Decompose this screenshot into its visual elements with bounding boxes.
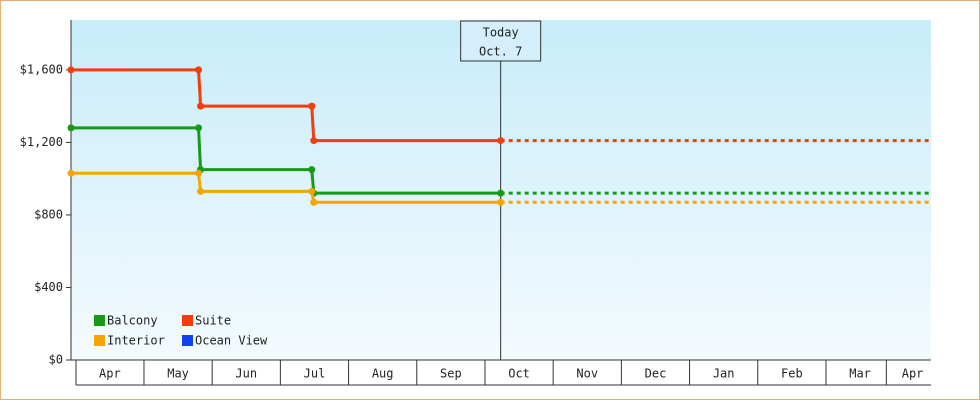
legend-swatch: [182, 335, 193, 346]
y-tick-label: $1,600: [20, 62, 63, 76]
point: [67, 124, 75, 132]
point: [497, 198, 505, 206]
x-tick-label: Nov: [576, 367, 598, 381]
x-tick-label: Apr: [902, 367, 924, 381]
point: [197, 187, 205, 195]
legend-swatch: [182, 315, 193, 326]
point: [308, 102, 316, 110]
series-line: [71, 68, 501, 143]
today-label: Today: [483, 26, 519, 40]
today-box: [460, 20, 542, 62]
legend-label: Balcony: [107, 314, 158, 328]
point: [497, 137, 505, 145]
series-line: [71, 171, 501, 204]
point: [308, 187, 316, 195]
legend-label: Suite: [195, 314, 231, 328]
x-tick-label: May: [167, 367, 189, 381]
y-tick-label: $1,200: [20, 135, 63, 149]
x-tick-label: Jan: [713, 367, 735, 381]
x-tick-label: Jul: [304, 367, 326, 381]
today-label: Oct. 7: [479, 45, 522, 59]
point: [67, 169, 75, 177]
point: [195, 124, 203, 132]
point: [195, 66, 203, 74]
point: [195, 169, 203, 177]
y-tick-label: $800: [34, 207, 63, 221]
x-tick-label: Sep: [440, 367, 462, 381]
point: [197, 102, 205, 110]
legend-label: Ocean View: [195, 334, 268, 348]
x-tick-label: Jun: [235, 367, 257, 381]
legend-swatch: [94, 335, 105, 346]
x-tick-label: Apr: [99, 367, 121, 381]
x-tick-label: Feb: [781, 367, 803, 381]
x-tick-label: Mar: [849, 367, 871, 381]
x-tick-label: Aug: [372, 367, 394, 381]
y-tick-label: $0: [49, 353, 63, 367]
x-tick-label: Oct: [508, 367, 530, 381]
point: [310, 198, 318, 206]
series-line: [71, 126, 501, 195]
point: [67, 66, 75, 74]
x-tick-label: Dec: [645, 367, 667, 381]
point: [497, 189, 505, 197]
point: [308, 166, 316, 174]
legend-swatch: [94, 315, 105, 326]
point: [310, 137, 318, 145]
legend-label: Interior: [107, 334, 165, 348]
y-tick-label: $400: [34, 280, 63, 294]
